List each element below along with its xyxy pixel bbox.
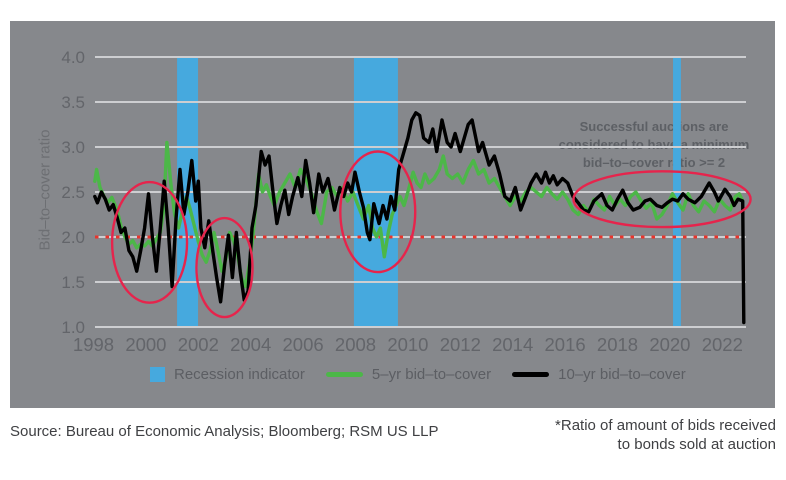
footnote-line: *Ratio of amount of bids received xyxy=(555,417,776,434)
legend-label: Recession indicator xyxy=(174,366,305,383)
recession-indicator-swatch-icon xyxy=(150,367,165,382)
series-line-10yr xyxy=(93,111,746,325)
10yr-line-swatch-icon xyxy=(512,372,550,377)
legend-label: 10–yr bid–to–cover xyxy=(558,366,686,383)
x-tick-label: 2004 xyxy=(230,334,271,355)
x-tick-label: 2000 xyxy=(125,334,166,355)
source-text: Source: Bureau of Economic Analysis; Blo… xyxy=(10,423,439,440)
footnote-text: *Ratio of amount of bids received to bon… xyxy=(555,416,776,454)
x-tick-label: 2018 xyxy=(597,334,638,355)
x-tick-label: 2010 xyxy=(387,334,428,355)
5yr-line-swatch-icon xyxy=(325,372,363,377)
y-tick-label: 1.0 xyxy=(61,318,85,337)
x-tick-label: 2014 xyxy=(492,334,533,355)
y-tick-label: 4.0 xyxy=(61,48,85,67)
legend-item-5yr-bid-to-cover: 5–yr bid–to–cover xyxy=(325,366,492,383)
highlight-ellipse xyxy=(339,150,417,274)
y-tick-label: 3.5 xyxy=(61,93,85,112)
footnote-line: to bonds sold at auction xyxy=(617,436,776,453)
x-tick-label: 2012 xyxy=(440,334,481,355)
y-tick-label: 2.0 xyxy=(61,228,85,247)
x-tick-label: 2002 xyxy=(178,334,219,355)
legend-item-10yr-bid-to-cover: 10–yr bid–to–cover xyxy=(512,366,686,383)
y-axis-title: Bid–to–cover ratio xyxy=(36,129,54,251)
x-tick-label: 2016 xyxy=(545,334,586,355)
x-tick-label: 1998 xyxy=(73,334,114,355)
x-tick-label: 2008 xyxy=(335,334,376,355)
legend-label: 5–yr bid–to–cover xyxy=(371,366,492,383)
x-tick-label: 2022 xyxy=(702,334,743,355)
chart-annotation: Successful auctions are considered to ha… xyxy=(544,118,764,172)
y-tick-label: 2.5 xyxy=(61,183,85,202)
legend: Recession indicator 5–yr bid–to–cover 10… xyxy=(150,366,686,383)
annotation-line: considered to have a minimum xyxy=(558,137,750,152)
annotation-line: Successful auctions are xyxy=(579,119,729,134)
annotation-line: bid–to–cover ratio >= 2 xyxy=(582,155,726,170)
y-tick-label: 3.0 xyxy=(61,138,85,157)
chart-panel: Successful auctions are considered to ha… xyxy=(10,21,775,408)
highlight-ellipse xyxy=(110,180,189,304)
y-tick-label: 1.5 xyxy=(61,273,85,292)
highlight-ellipse xyxy=(195,216,254,319)
highlight-ellipse xyxy=(572,170,752,229)
x-tick-label: 2006 xyxy=(283,334,324,355)
x-tick-label: 2020 xyxy=(649,334,690,355)
legend-item-recession-indicator: Recession indicator xyxy=(150,366,305,383)
